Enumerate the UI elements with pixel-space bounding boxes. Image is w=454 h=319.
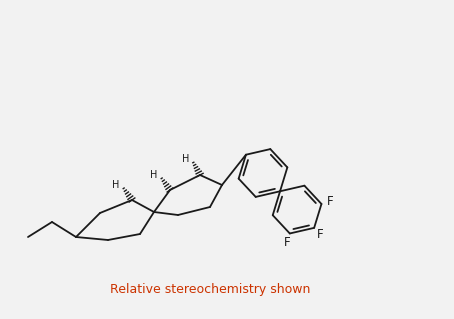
Text: F: F xyxy=(317,228,324,241)
Text: Relative stereochemistry shown: Relative stereochemistry shown xyxy=(110,284,310,296)
Text: H: H xyxy=(112,180,120,190)
Text: F: F xyxy=(327,196,334,208)
Text: F: F xyxy=(284,236,291,249)
Text: H: H xyxy=(183,154,190,164)
Text: H: H xyxy=(150,170,158,180)
